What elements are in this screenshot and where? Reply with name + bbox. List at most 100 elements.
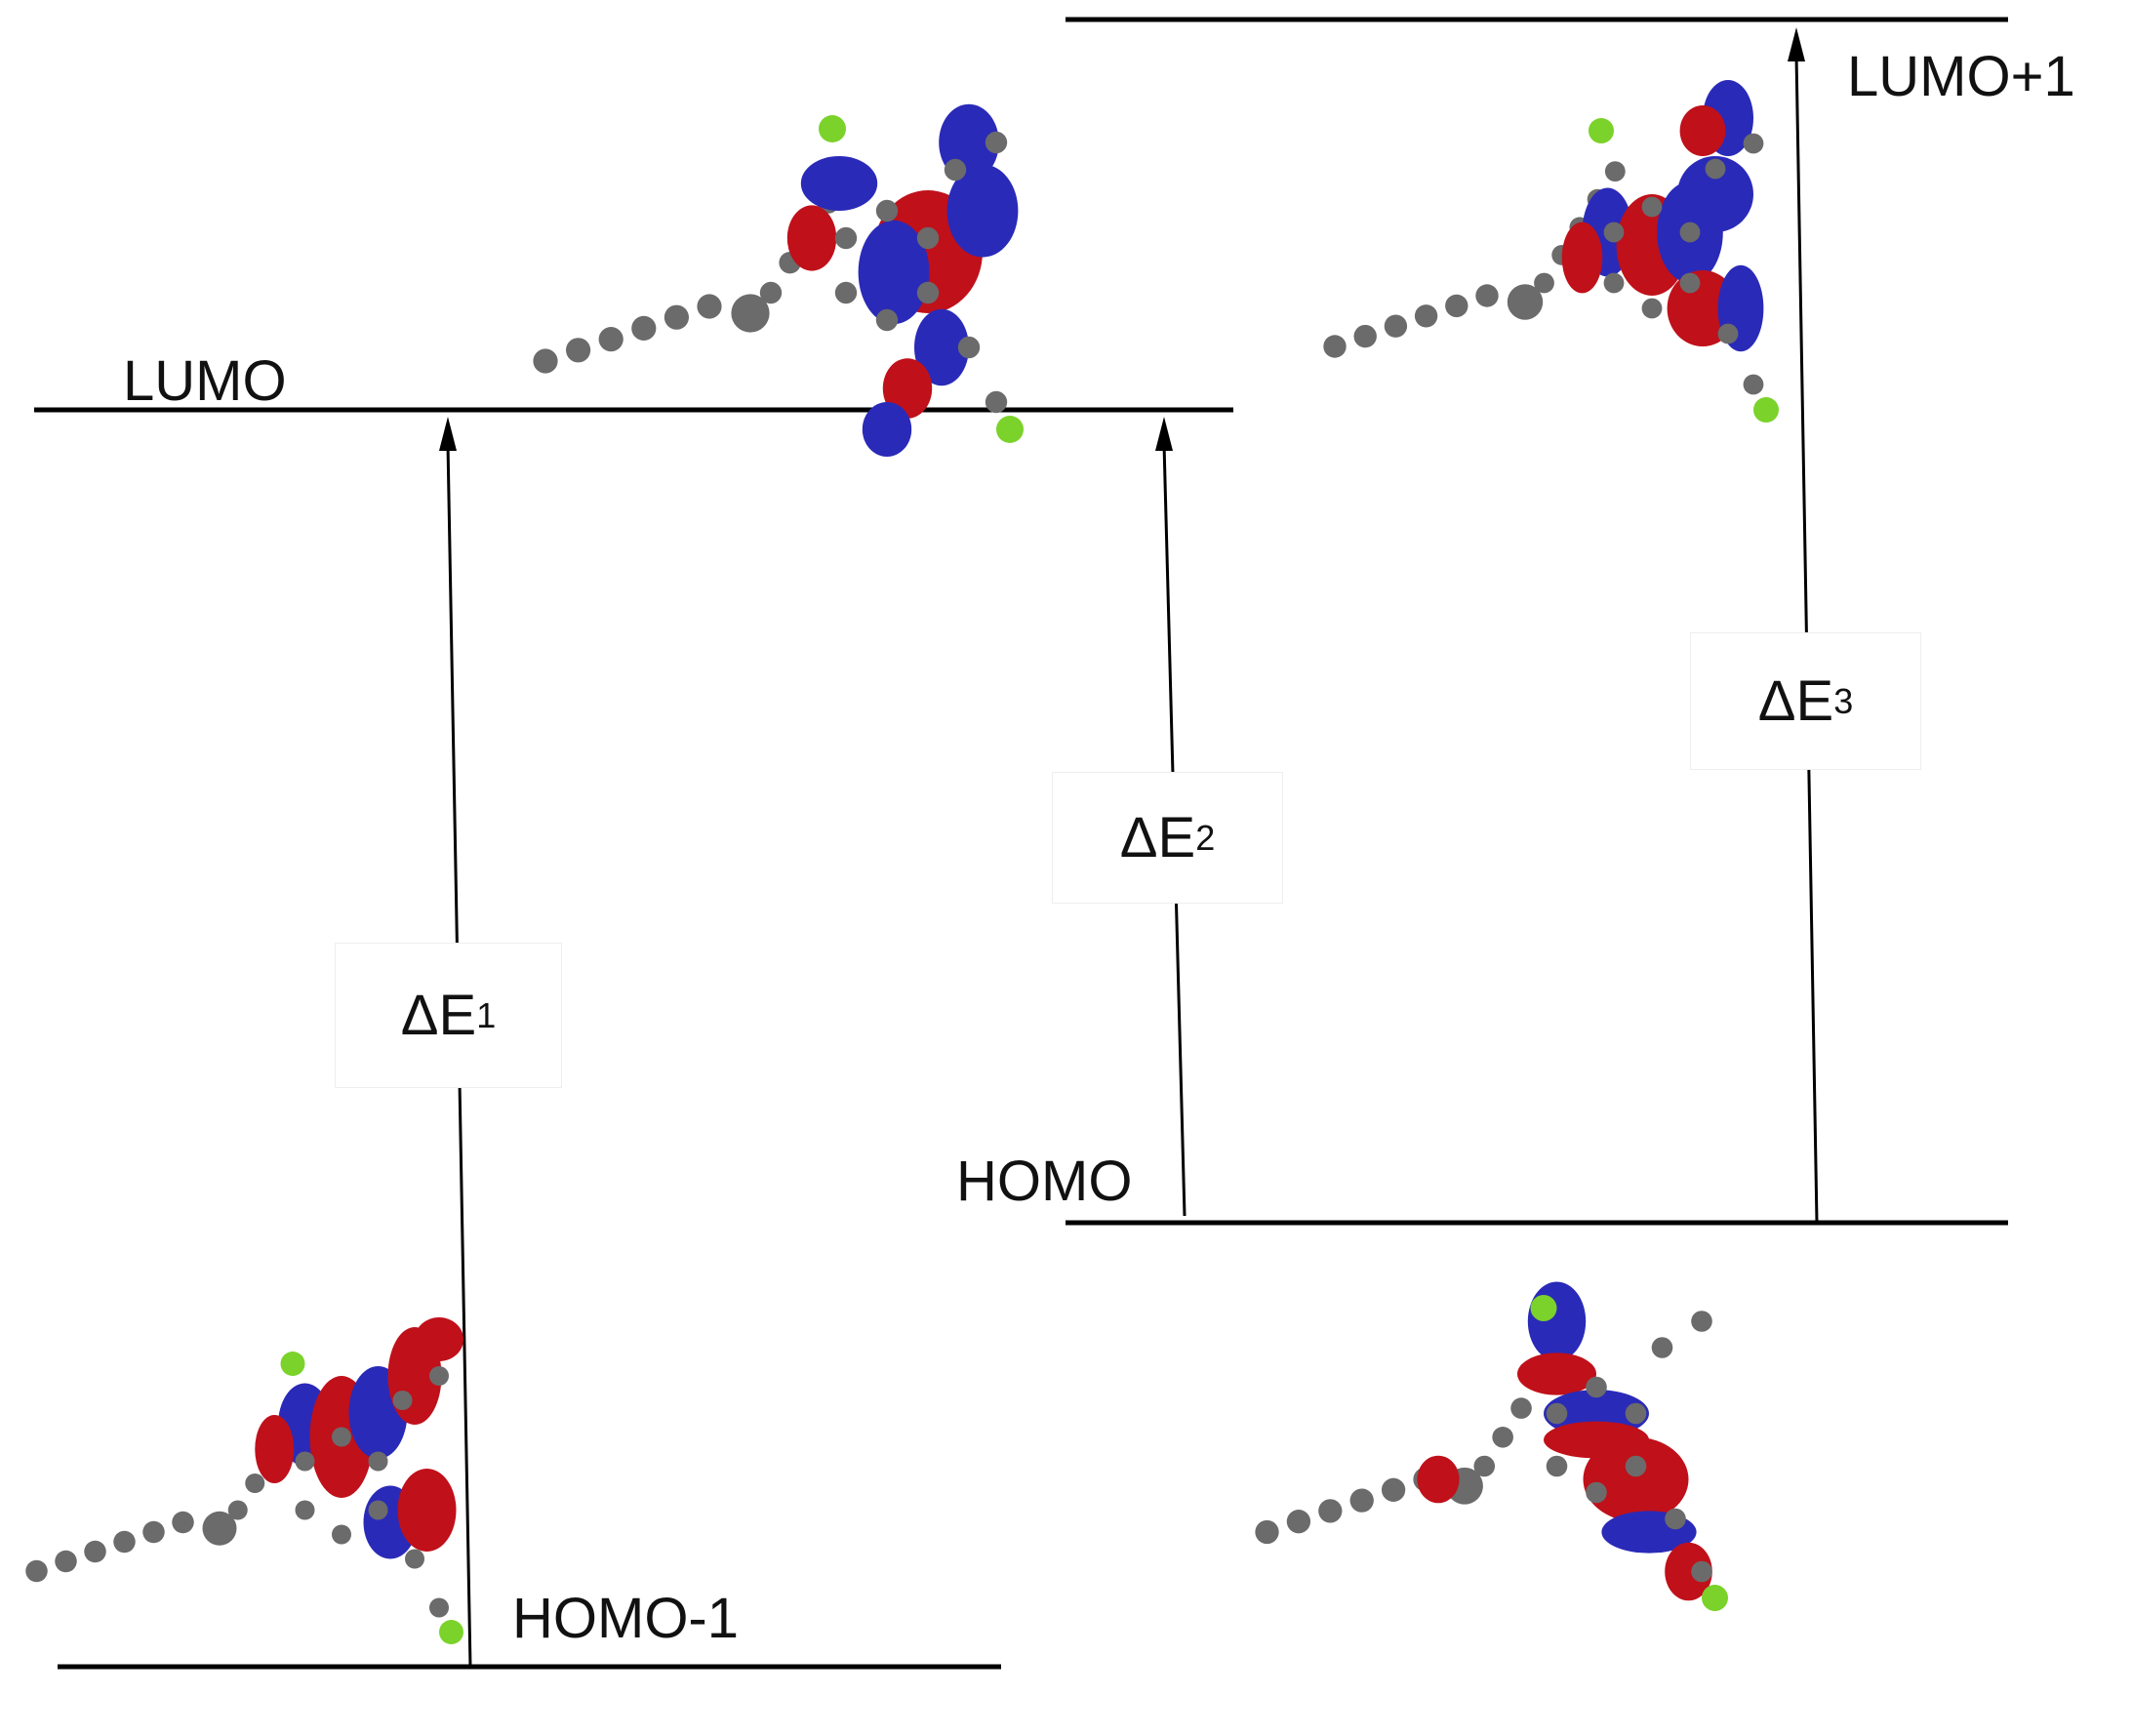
delta-e2-index: 2: [1195, 817, 1216, 858]
carbon-atom: [332, 1524, 351, 1545]
carbon-atom: [55, 1550, 77, 1573]
halogen-atom: [280, 1352, 305, 1376]
carbon-atom: [631, 315, 657, 341]
carbon-atom: [1445, 294, 1468, 318]
label-delta-e2: ΔE 2: [1052, 772, 1283, 904]
carbon-atom: [1286, 1510, 1311, 1534]
arrowhead-delta-e1: [439, 417, 457, 451]
carbon-atom: [429, 1366, 449, 1386]
negative-lobe: [914, 308, 969, 386]
carbon-atom: [1665, 1508, 1686, 1530]
carbon-atom: [1381, 1477, 1406, 1502]
negative-lobe: [862, 402, 912, 457]
halogen-atom: [1702, 1585, 1728, 1611]
negative-lobe: [800, 156, 878, 211]
carbon-atom: [84, 1540, 106, 1563]
carbon-atom: [1603, 272, 1625, 294]
carbon-atom: [1534, 272, 1554, 294]
carbon-atom: [1507, 284, 1544, 320]
carbon-atom: [916, 281, 940, 304]
carbon-atom: [1323, 335, 1347, 358]
carbon-atom: [25, 1559, 48, 1583]
arrowhead-delta-e3: [1788, 27, 1805, 61]
carbon-atom: [368, 1500, 388, 1520]
carbon-atom: [957, 336, 981, 359]
carbon-atom: [1651, 1337, 1673, 1358]
carbon-atom: [664, 304, 689, 330]
carbon-atom: [875, 308, 899, 332]
carbon-atom: [1318, 1499, 1343, 1523]
carbon-atom: [113, 1530, 136, 1554]
positive-lobe: [882, 358, 933, 419]
carbon-atom: [944, 158, 967, 182]
carbon-atom: [245, 1474, 265, 1493]
positive-lobe: [1665, 1542, 1712, 1601]
carbon-atom: [1705, 158, 1726, 180]
carbon-atom: [1586, 1481, 1607, 1504]
arrowhead-delta-e2: [1155, 417, 1173, 451]
carbon-atom: [697, 294, 722, 319]
carbon-atom: [1641, 298, 1663, 319]
halogen-atom: [819, 115, 846, 142]
carbon-atom: [759, 281, 783, 304]
carbon-atom: [1586, 1376, 1607, 1398]
carbon-atom: [1546, 1455, 1568, 1477]
label-delta-e1: ΔE 1: [335, 943, 562, 1088]
carbon-atom: [916, 226, 940, 250]
delta-e3-symbol: ΔE: [1757, 669, 1834, 733]
carbon-atom: [1473, 1455, 1496, 1477]
label-homo: HOMO: [956, 1150, 1133, 1213]
carbon-atom: [875, 199, 899, 222]
positive-lobe: [1417, 1455, 1460, 1504]
delta-e2-symbol: ΔE: [1119, 806, 1196, 869]
carbon-atom: [1414, 304, 1438, 328]
carbon-atom: [1353, 324, 1377, 348]
positive-lobe: [397, 1469, 457, 1552]
carbon-atom: [368, 1451, 388, 1472]
carbon-atom: [1546, 1402, 1568, 1425]
mo-picture-lumo: [533, 103, 1024, 457]
carbon-atom: [598, 327, 624, 352]
carbon-atom: [985, 390, 1008, 414]
negative-lobe: [1527, 1281, 1587, 1361]
carbon-atom: [1717, 323, 1739, 344]
delta-e1-index: 1: [476, 994, 497, 1035]
carbon-atom: [1492, 1427, 1513, 1448]
carbon-atom: [1510, 1397, 1532, 1419]
carbon-atom: [731, 294, 770, 333]
label-homo-minus-1: HOMO-1: [512, 1587, 739, 1650]
carbon-atom: [1349, 1488, 1374, 1513]
carbon-atom: [172, 1511, 194, 1534]
carbon-atom: [1679, 222, 1701, 243]
carbon-atom: [1691, 1311, 1712, 1332]
carbon-atom: [1743, 133, 1764, 154]
carbon-atom: [1604, 161, 1626, 182]
carbon-atom: [1641, 196, 1663, 218]
positive-lobe: [255, 1415, 295, 1483]
carbon-atom: [533, 348, 558, 374]
carbon-atom: [295, 1451, 315, 1472]
carbon-atom: [227, 1500, 248, 1520]
negative-lobe: [1677, 156, 1753, 232]
halogen-atom: [1753, 397, 1779, 423]
carbon-atom: [834, 281, 858, 304]
carbon-atom: [566, 338, 591, 363]
halogen-atom: [996, 416, 1024, 443]
carbon-atom: [332, 1427, 351, 1447]
carbon-atom: [295, 1500, 315, 1520]
negative-lobe: [858, 220, 930, 325]
carbon-atom: [1475, 284, 1499, 307]
delta-e1-symbol: ΔE: [400, 984, 477, 1047]
mo-picture-homo-minus-1: [25, 1317, 463, 1644]
positive-lobe: [1561, 222, 1603, 294]
delta-e3-index: 3: [1833, 680, 1854, 721]
carbon-atom: [1625, 1455, 1647, 1477]
carbon-atom: [1679, 272, 1701, 294]
carbon-atom: [1603, 222, 1625, 243]
positive-lobe: [1583, 1436, 1689, 1522]
positive-lobe: [415, 1317, 463, 1361]
carbon-atom: [1625, 1402, 1647, 1425]
carbon-atom: [142, 1520, 165, 1544]
mo-picture-lumo-plus-1: [1323, 80, 1779, 423]
